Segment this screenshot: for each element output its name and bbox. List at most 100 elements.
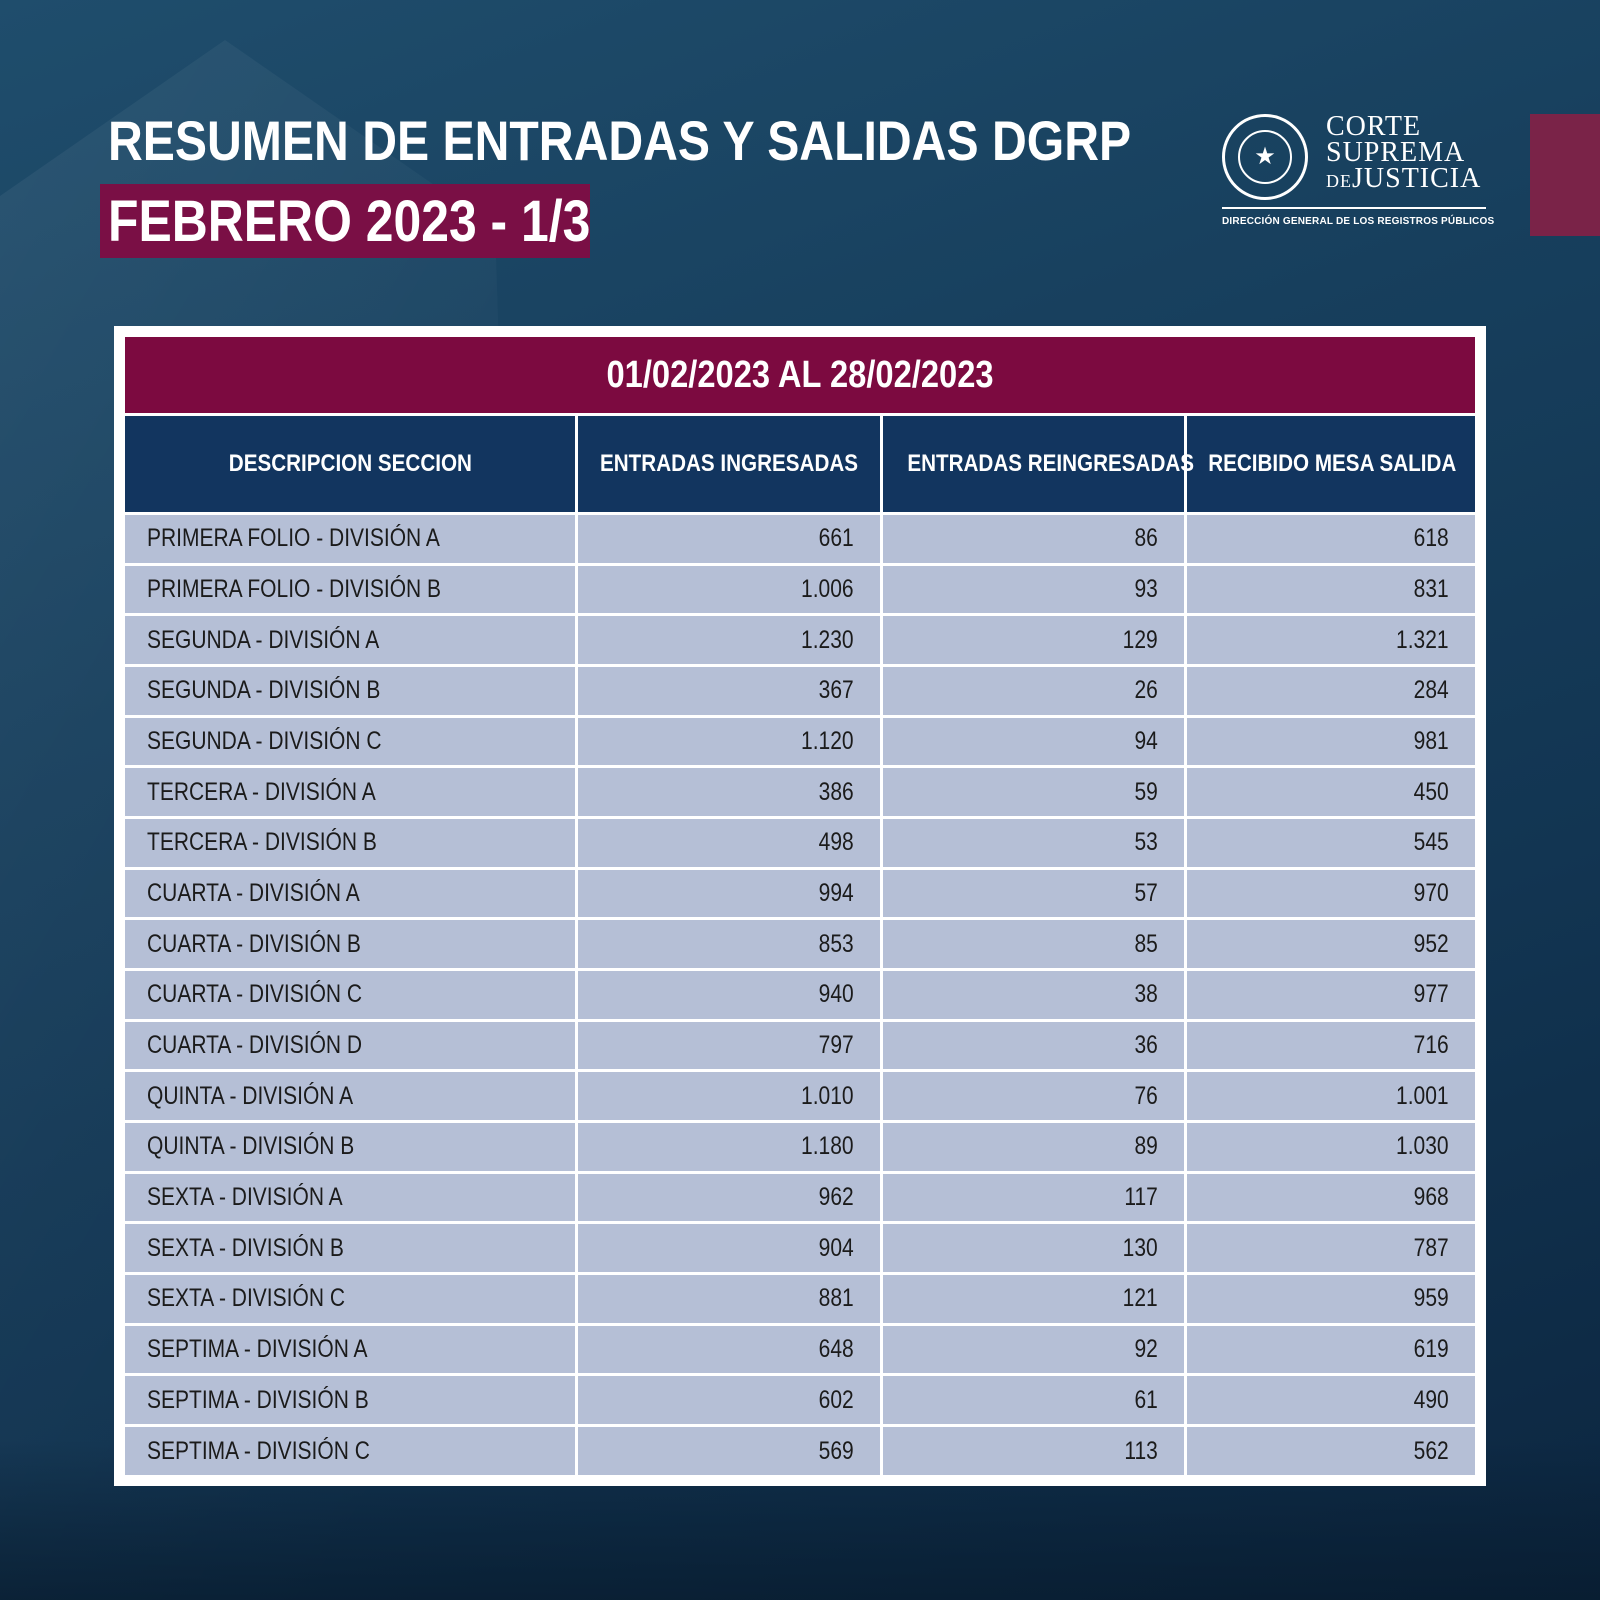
recibido-value: 490 [1413, 1385, 1449, 1414]
ingresadas-value: 797 [818, 1031, 854, 1060]
reingresadas-cell: 92 [879, 1322, 1188, 1377]
ingresadas-value: 881 [818, 1284, 854, 1313]
reingresadas-value: 38 [1134, 980, 1159, 1009]
column-header-label: ENTRADAS REINGRESADAS [907, 450, 1194, 477]
summary-table: 01/02/2023 AL 28/02/2023 DESCRIPCION SEC… [121, 334, 1478, 1478]
ingresadas-cell: 367 [575, 664, 883, 718]
section-label: PRIMERA FOLIO - DIVISIÓN B [147, 575, 442, 603]
column-header-label: RECIBIDO MESA SALIDA [1208, 450, 1457, 477]
ingresadas-cell: 386 [575, 765, 883, 820]
reingresadas-value: 129 [1123, 625, 1159, 654]
recibido-value: 1.321 [1396, 625, 1449, 654]
ingresadas-cell: 904 [575, 1221, 883, 1276]
recibido-cell: 284 [1184, 664, 1478, 718]
ingresadas-value: 1.120 [801, 727, 854, 756]
section-cell: CUARTA - DIVISIÓN C [121, 968, 579, 1022]
ingresadas-cell: 1.120 [575, 714, 883, 769]
table-row: SEPTIMA - DIVISIÓN C 569 113 562 [121, 1424, 1478, 1478]
ingresadas-cell: 1.010 [575, 1069, 883, 1124]
section-label: SEGUNDA - DIVISIÓN A [147, 625, 380, 654]
table-row: SEPTIMA - DIVISIÓN B 602 61 490 [121, 1373, 1478, 1428]
recibido-cell: 831 [1184, 562, 1478, 617]
section-label: CUARTA - DIVISIÓN D [147, 1031, 363, 1060]
recibido-cell: 959 [1184, 1272, 1478, 1326]
reingresadas-value: 92 [1134, 1335, 1159, 1364]
column-header-row: DESCRIPCION SECCION ENTRADAS INGRESADAS … [121, 413, 1478, 515]
recibido-value: 562 [1413, 1436, 1449, 1465]
section-label: CUARTA - DIVISIÓN C [147, 980, 363, 1009]
section-label: SEGUNDA - DIVISIÓN B [147, 676, 381, 705]
section-cell: SEPTIMA - DIVISIÓN B [121, 1373, 579, 1428]
ingresadas-value: 648 [818, 1335, 854, 1364]
reingresadas-value: 59 [1134, 777, 1159, 806]
logo-wordmark: CORTE SUPREMA DEJUSTICIA [1326, 113, 1482, 194]
recibido-cell: 970 [1184, 866, 1478, 921]
recibido-value: 1.030 [1396, 1132, 1449, 1161]
reingresadas-value: 26 [1134, 676, 1159, 705]
ingresadas-cell: 1.180 [575, 1120, 883, 1174]
section-label: QUINTA - DIVISIÓN A [147, 1081, 354, 1110]
section-label: SEPTIMA - DIVISIÓN B [147, 1385, 369, 1414]
recibido-cell: 545 [1184, 816, 1478, 870]
section-cell: SEPTIMA - DIVISIÓN C [121, 1424, 579, 1478]
recibido-value: 952 [1413, 929, 1449, 958]
ingresadas-value: 569 [818, 1436, 854, 1465]
reingresadas-value: 36 [1134, 1031, 1159, 1060]
table-row: SEXTA - DIVISIÓN A 962 117 968 [121, 1170, 1478, 1225]
ingresadas-cell: 498 [575, 816, 883, 870]
ingresadas-cell: 853 [575, 917, 883, 972]
recibido-value: 959 [1413, 1284, 1449, 1313]
ingresadas-value: 1.230 [801, 625, 854, 654]
section-label: SEXTA - DIVISIÓN C [147, 1284, 345, 1313]
reingresadas-cell: 117 [879, 1170, 1188, 1225]
reingresadas-cell: 93 [879, 562, 1188, 617]
section-label: PRIMERA FOLIO - DIVISIÓN A [147, 524, 440, 553]
table-row: PRIMERA FOLIO - DIVISIÓN A 661 86 618 [121, 512, 1478, 566]
table-row: PRIMERA FOLIO - DIVISIÓN B 1.006 93 831 [121, 562, 1478, 617]
recibido-value: 968 [1413, 1183, 1449, 1212]
reingresadas-cell: 113 [879, 1424, 1188, 1478]
section-label: QUINTA - DIVISIÓN B [147, 1132, 355, 1161]
reingresadas-cell: 26 [879, 664, 1188, 718]
section-cell: SEPTIMA - DIVISIÓN A [121, 1322, 579, 1377]
logo-line-3-prefix: DE [1326, 171, 1352, 191]
ingresadas-cell: 994 [575, 866, 883, 921]
logo-line-3-main: JUSTICIA [1352, 163, 1482, 194]
recibido-value: 618 [1413, 524, 1449, 553]
column-header: ENTRADAS REINGRESADAS [879, 413, 1194, 515]
column-header-label: ENTRADAS INGRESADAS [600, 450, 859, 477]
recibido-value: 545 [1413, 828, 1449, 857]
section-label: CUARTA - DIVISIÓN B [147, 929, 361, 958]
reingresadas-cell: 130 [879, 1221, 1188, 1276]
column-header: DESCRIPCION SECCION [121, 413, 579, 515]
paraguay-seal-icon: ★ [1222, 114, 1308, 200]
table-row: SEGUNDA - DIVISIÓN A 1.230 129 1.321 [121, 613, 1478, 668]
recibido-cell: 1.321 [1184, 613, 1478, 668]
table-row: CUARTA - DIVISIÓN D 797 36 716 [121, 1018, 1478, 1073]
page-title: RESUMEN DE ENTRADAS Y SALIDAS DGRP [108, 109, 1132, 172]
seal-inner-ring: ★ [1238, 130, 1292, 184]
section-cell: SEXTA - DIVISIÓN C [121, 1272, 579, 1326]
table-row: CUARTA - DIVISIÓN B 853 85 952 [121, 917, 1478, 972]
section-cell: TERCERA - DIVISIÓN A [121, 765, 579, 820]
section-cell: SEGUNDA - DIVISIÓN B [121, 664, 579, 718]
section-label: SEPTIMA - DIVISIÓN C [147, 1436, 370, 1465]
section-label: SEGUNDA - DIVISIÓN C [147, 727, 382, 756]
ingresadas-value: 962 [818, 1183, 854, 1212]
logo-line-2: SUPREMA [1326, 137, 1466, 168]
table-row: SEXTA - DIVISIÓN B 904 130 787 [121, 1221, 1478, 1276]
ingresadas-cell: 569 [575, 1424, 883, 1478]
section-label: TERCERA - DIVISIÓN B [147, 828, 377, 857]
recibido-cell: 562 [1184, 1424, 1478, 1478]
reingresadas-cell: 85 [879, 917, 1188, 972]
section-label: SEPTIMA - DIVISIÓN A [147, 1335, 368, 1364]
ingresadas-cell: 1.230 [575, 613, 883, 668]
table-row: CUARTA - DIVISIÓN A 994 57 970 [121, 866, 1478, 921]
recibido-value: 981 [1413, 727, 1449, 756]
reingresadas-cell: 76 [879, 1069, 1188, 1124]
corte-suprema-logo: ★ CORTE SUPREMA DEJUSTICIA DIRECCIÓN GEN… [1222, 112, 1494, 237]
ingresadas-value: 367 [818, 676, 854, 705]
ingresadas-value: 498 [818, 828, 854, 857]
section-cell: CUARTA - DIVISIÓN B [121, 917, 579, 972]
logo-line-3: DEJUSTICIA [1326, 163, 1482, 194]
